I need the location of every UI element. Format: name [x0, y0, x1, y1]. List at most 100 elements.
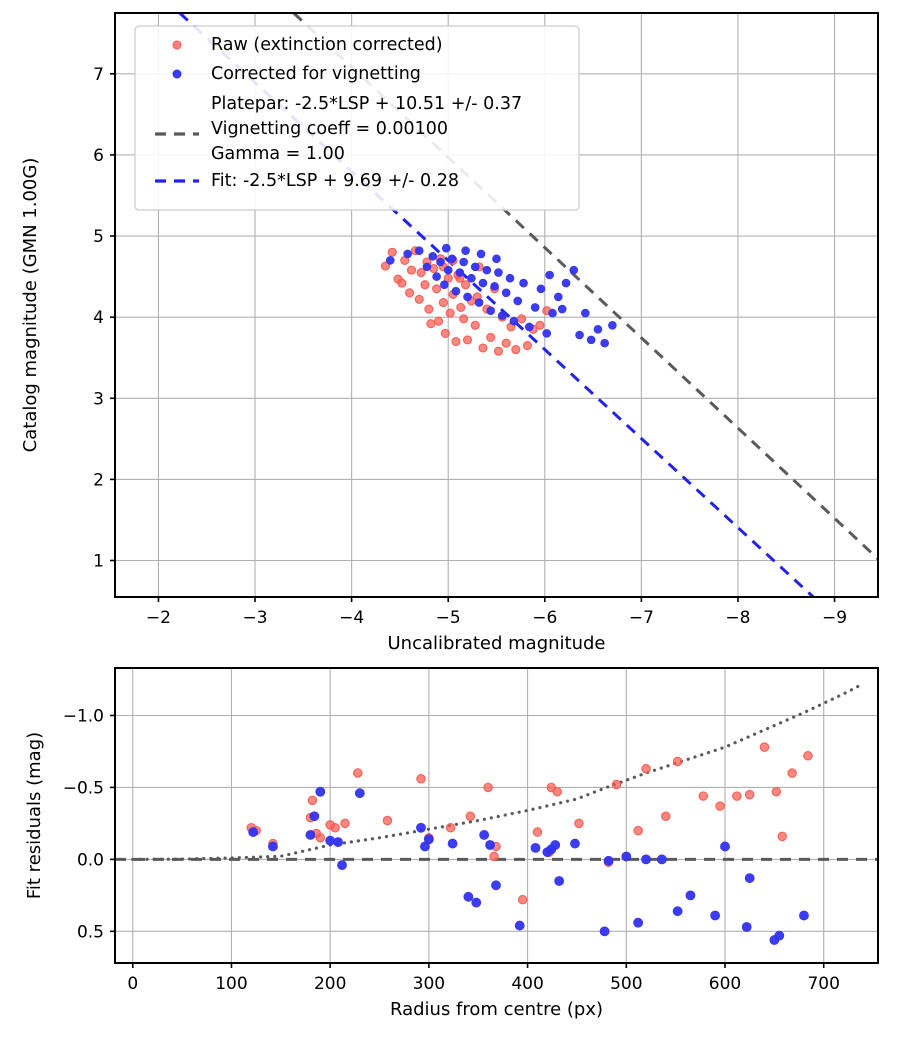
ytick-label: 3 — [93, 389, 104, 409]
data-point — [423, 834, 434, 845]
data-point — [471, 897, 482, 908]
xtick-label: −7 — [629, 608, 654, 628]
data-point — [470, 262, 480, 272]
legend: Raw (extinction corrected) Corrected for … — [134, 25, 580, 211]
legend-marker-corrected — [172, 69, 182, 79]
data-point — [337, 860, 347, 871]
series-corrected — [248, 786, 809, 945]
data-point — [545, 270, 554, 280]
xtick-label: −4 — [339, 608, 364, 628]
legend-label: Platepar: -2.5*LSP + 10.51 +/- 0.37 — [211, 94, 522, 114]
data-point — [542, 329, 552, 338]
data-point — [550, 840, 561, 850]
data-point — [513, 296, 523, 306]
data-point — [661, 811, 671, 821]
data-point — [414, 294, 424, 304]
xtick-label: −8 — [725, 608, 750, 628]
legend-entry[interactable]: Corrected for vignetting — [172, 64, 421, 84]
data-point — [416, 822, 426, 833]
xtick-label: 400 — [511, 974, 543, 994]
data-point — [432, 272, 441, 281]
data-point — [490, 282, 499, 291]
xtick-label: −5 — [436, 608, 461, 628]
data-point — [482, 265, 492, 275]
data-point — [456, 302, 466, 312]
data-point — [422, 262, 432, 272]
data-point — [569, 265, 579, 275]
data-point — [787, 768, 797, 778]
data-point — [428, 252, 438, 261]
data-point — [474, 298, 484, 307]
data-point — [672, 756, 683, 767]
data-point — [420, 280, 430, 290]
ytick-label: −1.0 — [63, 706, 104, 726]
data-point — [519, 278, 528, 288]
data-point — [385, 256, 395, 265]
ytick-label: 0.5 — [77, 922, 104, 942]
data-point — [479, 830, 490, 840]
data-point — [459, 257, 468, 267]
data-point — [710, 910, 721, 921]
data-point — [416, 268, 426, 278]
data-point — [497, 311, 507, 320]
legend-entry[interactable]: Raw (extinction corrected) — [172, 35, 443, 55]
data-point — [432, 284, 442, 294]
data-point — [445, 822, 456, 833]
data-point — [406, 265, 417, 275]
ytick-label: 7 — [93, 65, 104, 85]
xtick-label: −6 — [532, 608, 557, 628]
xtick-label: −2 — [146, 608, 171, 628]
data-point — [522, 341, 532, 351]
data-point — [505, 273, 515, 283]
data-point — [451, 286, 461, 296]
data-point — [340, 818, 350, 829]
axes-frame-fit-residuals — [114, 667, 879, 964]
yaxis-label: Fit residuals (mag) — [24, 732, 45, 899]
data-point — [741, 922, 752, 932]
data-point — [603, 855, 614, 866]
data-point — [387, 247, 397, 257]
data-point — [478, 278, 488, 288]
xtick-label: 200 — [314, 974, 346, 994]
data-point — [461, 280, 471, 290]
data-point — [353, 768, 363, 778]
data-point — [554, 876, 565, 886]
data-point — [517, 314, 527, 324]
data-point — [445, 308, 455, 318]
yaxis-label: Catalog magnitude (GMN 1.00G) — [20, 158, 41, 453]
data-point — [771, 787, 782, 797]
legend-entry[interactable]: Fit: -2.5*LSP + 9.69 +/- 0.28 — [155, 171, 459, 191]
ytick-label: 2 — [93, 470, 104, 490]
data-point — [397, 278, 407, 288]
legend-entry[interactable]: Platepar: -2.5*LSP + 10.51 +/- 0.37 Vigne… — [155, 94, 522, 164]
ytick-label: 1 — [93, 552, 104, 572]
data-point — [535, 320, 545, 330]
data-point — [330, 822, 340, 833]
plot-area-fit-residuals — [115, 682, 878, 945]
data-point — [777, 831, 788, 842]
data-point — [509, 316, 519, 326]
data-point — [593, 325, 603, 334]
data-point — [561, 278, 571, 288]
data-point — [248, 827, 259, 837]
data-point — [451, 336, 461, 347]
data-point — [485, 840, 495, 850]
legend-marker-raw — [172, 40, 182, 50]
data-point — [440, 280, 449, 290]
data-point — [608, 320, 617, 330]
series-corrected — [385, 243, 617, 348]
data-point — [441, 243, 451, 253]
data-point — [459, 314, 469, 324]
data-point — [685, 890, 696, 901]
data-point — [501, 288, 511, 298]
data-point — [621, 851, 632, 862]
data-point — [462, 335, 473, 345]
data-point — [478, 343, 488, 353]
xtick-label: 300 — [413, 974, 445, 994]
ytick-label: 6 — [93, 146, 104, 166]
panel-photometric-calibration: −2 −3 −4 −5 −6 −7 −8 −9 1 2 3 4 5 6 7 Uncalibrated magn… — [20, 12, 879, 654]
ytick-label: 4 — [93, 308, 104, 328]
data-point — [307, 795, 318, 806]
data-point — [315, 833, 326, 843]
